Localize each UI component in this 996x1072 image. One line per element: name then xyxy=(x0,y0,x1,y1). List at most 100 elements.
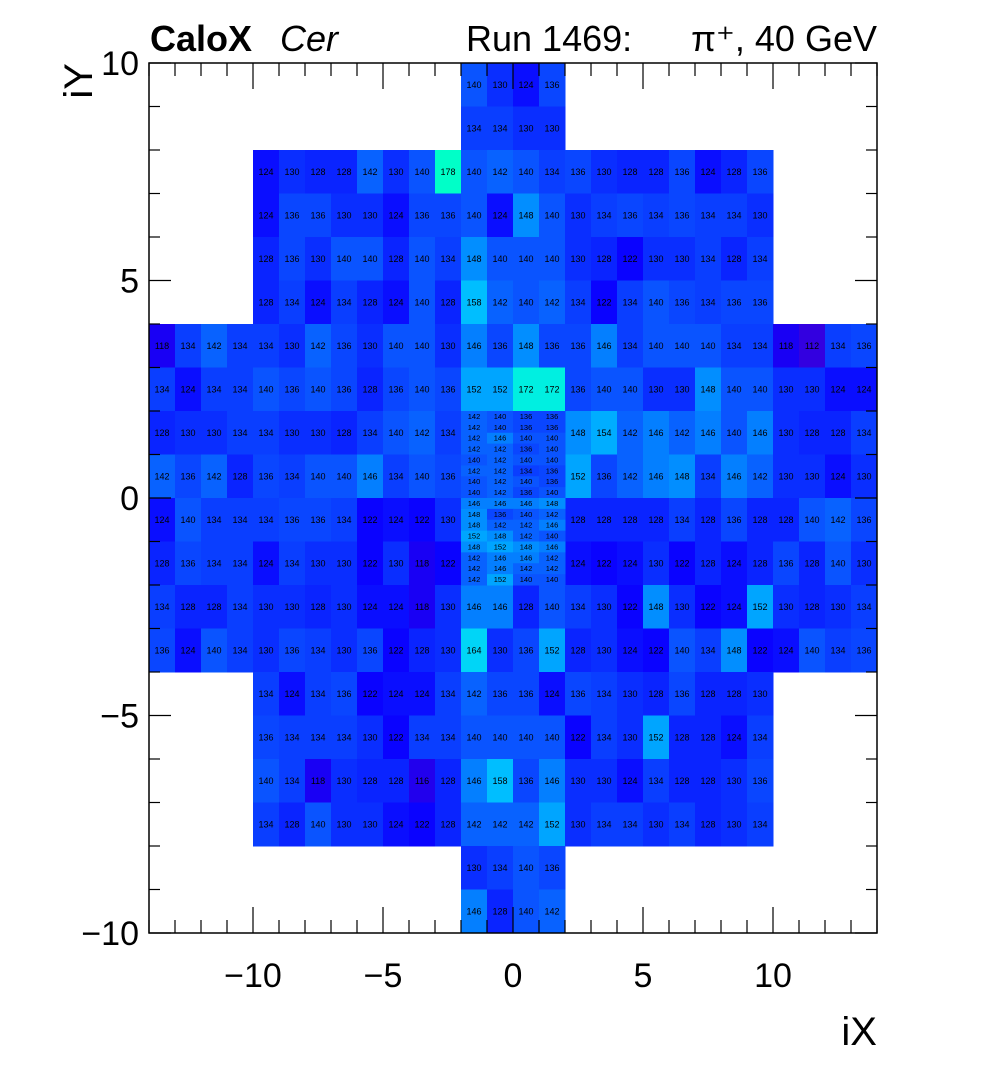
heatmap-cell xyxy=(383,585,410,629)
heatmap-cell-value: 134 xyxy=(622,297,637,307)
heatmap-cell xyxy=(279,454,306,499)
heatmap-cell-value: 142 xyxy=(206,471,221,481)
heatmap-cell-value: 130 xyxy=(856,471,871,481)
heatmap-cell xyxy=(461,465,488,477)
heatmap-cell-value: 140 xyxy=(414,297,429,307)
heatmap-cell-value: 148 xyxy=(674,471,689,481)
heatmap-cell xyxy=(279,411,306,455)
heatmap-cell-value: 122 xyxy=(362,558,377,568)
heatmap-cell-value: 142 xyxy=(492,819,507,829)
heatmap-cell xyxy=(253,193,280,238)
heatmap-cell xyxy=(305,237,332,281)
heatmap-cell xyxy=(409,715,436,760)
heatmap-cell-value: 130 xyxy=(388,558,403,568)
heatmap-cell-value: 140 xyxy=(414,384,429,394)
heatmap-cell xyxy=(305,498,332,542)
heatmap-cell xyxy=(201,585,228,629)
heatmap-cell xyxy=(747,541,774,586)
heatmap-cell xyxy=(461,530,488,543)
heatmap-cell-value: 130 xyxy=(362,210,377,220)
heatmap-cell-value: 140 xyxy=(492,254,507,264)
heatmap-cell-value: 128 xyxy=(648,515,663,525)
heatmap-cell xyxy=(409,802,436,847)
heatmap-cell xyxy=(487,193,514,238)
y-tick-label: 0 xyxy=(120,480,139,518)
heatmap-cell-value: 130 xyxy=(310,558,325,568)
heatmap-cell-value: 118 xyxy=(415,558,429,568)
heatmap-cell-value: 130 xyxy=(336,602,351,612)
heatmap-cell xyxy=(747,759,774,803)
heatmap-cell xyxy=(253,367,280,412)
heatmap-cell xyxy=(539,563,566,575)
heatmap-cell xyxy=(201,628,228,673)
heatmap-cell-value: 148 xyxy=(468,510,481,519)
heatmap-cell-value: 128 xyxy=(414,645,429,655)
heatmap-cell-value: 130 xyxy=(752,210,767,220)
heatmap-cell xyxy=(799,454,826,499)
heatmap-cell-value: 124 xyxy=(700,167,715,177)
heatmap-cell xyxy=(149,498,176,542)
heatmap-cell xyxy=(565,454,592,499)
heatmap-cell xyxy=(539,237,566,281)
heatmap-cell-value: 172 xyxy=(518,384,533,394)
heatmap-cell-value: 130 xyxy=(310,428,325,438)
heatmap-cell xyxy=(799,411,826,455)
heatmap-cell-value: 134 xyxy=(700,254,715,264)
heatmap-cell-value: 130 xyxy=(336,558,351,568)
heatmap-cell-value: 140 xyxy=(700,341,715,351)
heatmap-cell-value: 136 xyxy=(518,776,533,786)
heatmap-cell xyxy=(669,759,696,803)
heatmap-cell-value: 128 xyxy=(804,428,819,438)
heatmap-cell xyxy=(461,487,488,499)
heatmap-cell xyxy=(279,193,306,238)
heatmap-cell xyxy=(851,367,878,412)
heatmap-cell-value: 136 xyxy=(726,297,741,307)
heatmap-cell xyxy=(825,324,852,368)
heatmap-cell-value: 136 xyxy=(856,645,871,655)
heatmap-cell xyxy=(513,672,540,716)
heatmap-cell xyxy=(383,193,410,238)
heatmap-cell-value: 142 xyxy=(494,466,507,475)
heatmap-cell xyxy=(617,802,644,847)
heatmap-cell xyxy=(253,411,280,455)
heatmap-cell xyxy=(747,280,774,325)
heatmap-cell-value: 136 xyxy=(284,645,299,655)
heatmap-cell xyxy=(565,324,592,368)
heatmap-cell xyxy=(539,106,566,151)
heatmap-cell xyxy=(435,802,462,847)
heatmap-cell xyxy=(227,411,254,455)
heatmap-cell-value: 130 xyxy=(648,384,663,394)
heatmap-cell-value: 134 xyxy=(752,254,767,264)
heatmap-cell xyxy=(513,530,540,543)
heatmap-cell-value: 130 xyxy=(440,341,455,351)
heatmap-cell-value: 152 xyxy=(544,645,559,655)
heatmap-cell xyxy=(461,628,488,673)
heatmap-cell-value: 148 xyxy=(570,428,585,438)
heatmap-cell-value: 134 xyxy=(544,167,559,177)
heatmap-cell-value: 146 xyxy=(648,428,663,438)
x-axis-label: iX xyxy=(841,1010,877,1054)
heatmap-cell-value: 136 xyxy=(284,254,299,264)
heatmap-cell xyxy=(539,519,566,532)
heatmap-cell xyxy=(591,150,618,194)
heatmap-cell-value: 140 xyxy=(520,477,533,486)
heatmap-cell xyxy=(669,628,696,673)
heatmap-cell-value: 134 xyxy=(674,515,689,525)
heatmap-cell-value: 136 xyxy=(674,167,689,177)
heatmap-cell xyxy=(513,846,540,890)
heatmap-cell xyxy=(721,150,748,194)
heatmap-cell xyxy=(539,508,566,521)
heatmap-cell xyxy=(175,628,202,673)
heatmap-cell-value: 128 xyxy=(726,689,741,699)
heatmap-cell-value: 128 xyxy=(388,254,403,264)
heatmap-cell xyxy=(513,889,540,934)
heatmap-cell-value: 134 xyxy=(596,819,611,829)
heatmap-cell xyxy=(695,411,722,455)
heatmap-cell xyxy=(435,454,462,499)
heatmap-cell xyxy=(539,443,566,456)
heatmap-cell-value: 136 xyxy=(258,471,273,481)
heatmap-cell xyxy=(565,628,592,673)
heatmap-cell-value: 130 xyxy=(440,602,455,612)
heatmap-cell xyxy=(461,541,488,553)
heatmap-cell xyxy=(279,498,306,542)
